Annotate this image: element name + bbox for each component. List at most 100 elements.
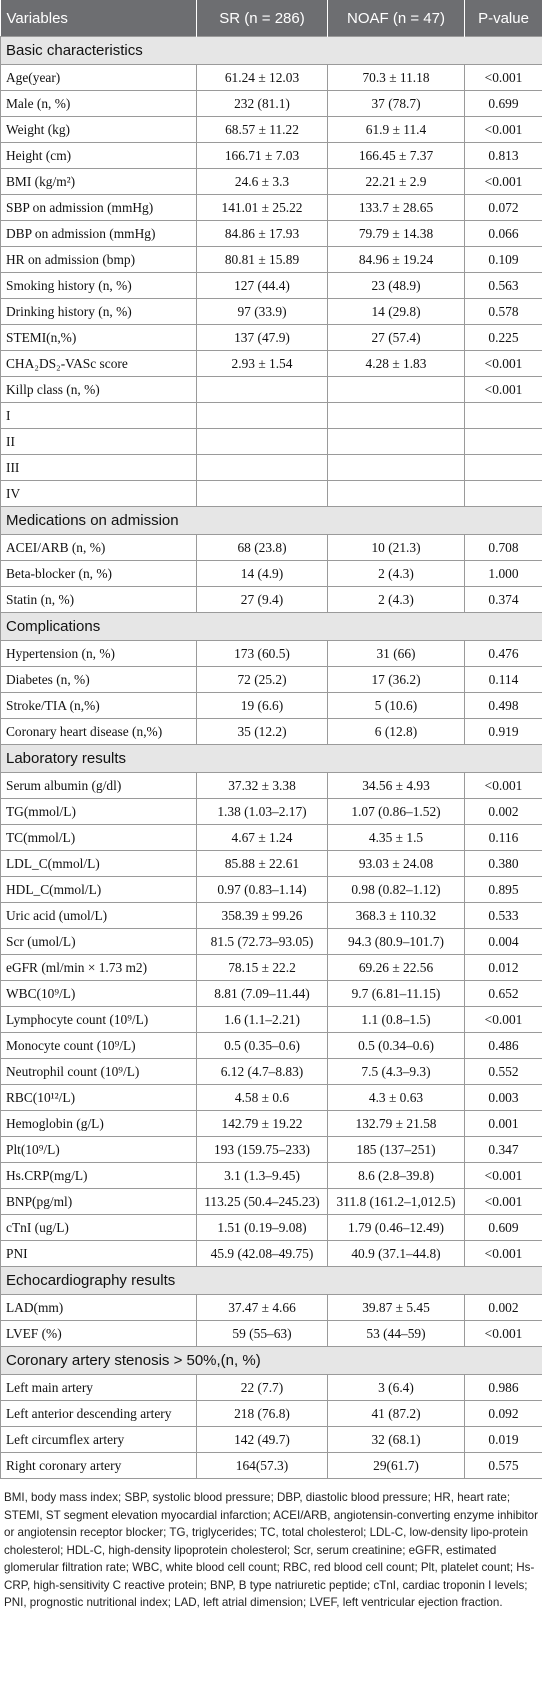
data-row: RBC(10¹²/L) 4.58 ± 0.6 4.3 ± 0.63 0.003 — [0, 1084, 542, 1111]
data-row: Beta-blocker (n, %) 14 (4.9) 2 (4.3) 1.000 — [0, 560, 542, 587]
cell: 78.15 ± 22.2 — [196, 954, 328, 981]
row-label: III — [0, 454, 197, 481]
cell: 0.374 — [464, 586, 542, 613]
cell — [196, 428, 328, 455]
cell: <0.001 — [464, 350, 542, 377]
header-cell: NOAF (n = 47) — [327, 0, 465, 37]
data-row: CHA₂DS₂-VASc score 2.93 ± 1.54 4.28 ± 1.83… — [0, 350, 542, 377]
cell: 4.35 ± 1.5 — [327, 824, 465, 851]
cell: 93.03 ± 24.08 — [327, 850, 465, 877]
cell: 173 (60.5) — [196, 640, 328, 667]
cell: 185 (137–251) — [327, 1136, 465, 1163]
cell — [196, 376, 328, 403]
cell: 22 (7.7) — [196, 1374, 328, 1401]
data-row: Hs.CRP(mg/L) 3.1 (1.3–9.45) 8.6 (2.8–39.8)… — [0, 1162, 542, 1189]
cell: 35 (12.2) — [196, 718, 328, 745]
row-label: Statin (n, %) — [0, 586, 197, 613]
cell — [464, 428, 542, 455]
data-row: DBP on admission (mmHg) 84.86 ± 17.93 79.7… — [0, 220, 542, 247]
data-row: Scr (umol/L) 81.5 (72.73–93.05) 94.3 (80.9… — [0, 928, 542, 955]
data-row: Left circumflex artery 142 (49.7) 32 (68.1… — [0, 1426, 542, 1453]
data-row: IV — [0, 480, 542, 507]
cell — [327, 480, 465, 507]
data-row: SBP on admission (mmHg) 141.01 ± 25.22 133… — [0, 194, 542, 221]
cell: 358.39 ± 99.26 — [196, 902, 328, 929]
cell — [327, 402, 465, 429]
cell: 0.813 — [464, 142, 542, 169]
data-row: LDL_C(mmol/L) 85.88 ± 22.61 93.03 ± 24.08 0… — [0, 850, 542, 877]
cell: 368.3 ± 110.32 — [327, 902, 465, 929]
cell — [327, 454, 465, 481]
cell: 164(57.3) — [196, 1452, 328, 1479]
row-label: SBP on admission (mmHg) — [0, 194, 197, 221]
cell: 85.88 ± 22.61 — [196, 850, 328, 877]
row-label: Stroke/TIA (n,%) — [0, 692, 197, 719]
cell: 0.476 — [464, 640, 542, 667]
cell: 166.45 ± 7.37 — [327, 142, 465, 169]
row-label: Hemoglobin (g/L) — [0, 1110, 197, 1137]
data-table: Variables SR (n = 286) NOAF (n = 47) P-valu… — [0, 0, 542, 1479]
section-row: Medications on admission — [0, 506, 542, 535]
data-row: Left anterior descending artery 218 (76.8… — [0, 1400, 542, 1427]
row-label: Lymphocyte count (10⁹/L) — [0, 1006, 197, 1033]
cell: <0.001 — [464, 1162, 542, 1189]
section-title: Basic characteristics — [0, 36, 542, 65]
cell: 0.003 — [464, 1084, 542, 1111]
row-label: Scr (umol/L) — [0, 928, 197, 955]
cell: 34.56 ± 4.93 — [327, 772, 465, 799]
data-row: TG(mmol/L) 1.38 (1.03–2.17) 1.07 (0.86–1.5… — [0, 798, 542, 825]
data-row: Killp class (n, %) <0.001 — [0, 376, 542, 403]
cell: <0.001 — [464, 1006, 542, 1033]
data-row: LAD(mm) 37.47 ± 4.66 39.87 ± 5.45 0.002 — [0, 1294, 542, 1321]
cell: 61.9 ± 11.4 — [327, 116, 465, 143]
data-row: TC(mmol/L) 4.67 ± 1.24 4.35 ± 1.5 0.116 — [0, 824, 542, 851]
row-label: DBP on admission (mmHg) — [0, 220, 197, 247]
cell: <0.001 — [464, 64, 542, 91]
data-row: Uric acid (umol/L) 358.39 ± 99.26 368.3 ± … — [0, 902, 542, 929]
cell: 4.28 ± 1.83 — [327, 350, 465, 377]
data-row: Serum albumin (g/dl) 37.32 ± 3.38 34.56 ± … — [0, 772, 542, 799]
row-label: Diabetes (n, %) — [0, 666, 197, 693]
header-cell: P-value — [464, 0, 542, 37]
section-row: Echocardiography results — [0, 1266, 542, 1295]
cell: 5 (10.6) — [327, 692, 465, 719]
row-label: PNI — [0, 1240, 197, 1267]
cell: 0.225 — [464, 324, 542, 351]
footnote: BMI, body mass index; SBP, systolic bloo… — [4, 1491, 538, 1609]
section-row: Basic characteristics — [0, 36, 542, 65]
section-row: Coronary artery stenosis > 50%,(n, %) — [0, 1346, 542, 1375]
data-row: Coronary heart disease (n,%) 35 (12.2) 6 (… — [0, 718, 542, 745]
section-title: Echocardiography results — [0, 1266, 542, 1295]
cell: 142 (49.7) — [196, 1426, 328, 1453]
cell: 0.652 — [464, 980, 542, 1007]
document: Variables SR (n = 286) NOAF (n = 47) P-valu… — [0, 0, 542, 1609]
row-label: eGFR (ml/min × 1.73 m2) — [0, 954, 197, 981]
cell: 6.12 (4.7–8.83) — [196, 1058, 328, 1085]
cell: 7.5 (4.3–9.3) — [327, 1058, 465, 1085]
cell: 311.8 (161.2–1,012.5) — [327, 1188, 465, 1215]
section-title: Complications — [0, 612, 542, 641]
cell: 27 (9.4) — [196, 586, 328, 613]
row-label: Left main artery — [0, 1374, 197, 1401]
cell: <0.001 — [464, 1240, 542, 1267]
cell: 0.563 — [464, 272, 542, 299]
cell: 137 (47.9) — [196, 324, 328, 351]
cell: 4.3 ± 0.63 — [327, 1084, 465, 1111]
row-label: Left anterior descending artery — [0, 1400, 197, 1427]
row-label: WBC(10⁹/L) — [0, 980, 197, 1007]
cell: 127 (44.4) — [196, 272, 328, 299]
row-label: LVEF (%) — [0, 1320, 197, 1347]
cell: 0.092 — [464, 1400, 542, 1427]
data-row: Smoking history (n, %) 127 (44.4) 23 (48.9… — [0, 272, 542, 299]
cell: 0.5 (0.35–0.6) — [196, 1032, 328, 1059]
cell: 4.58 ± 0.6 — [196, 1084, 328, 1111]
data-row: ACEI/ARB (n, %) 68 (23.8) 10 (21.3) 0.708 — [0, 534, 542, 561]
cell: 61.24 ± 12.03 — [196, 64, 328, 91]
data-row: Right coronary artery 164(57.3) 29(61.7) 0.… — [0, 1452, 542, 1479]
cell: 2 (4.3) — [327, 586, 465, 613]
cell: 166.71 ± 7.03 — [196, 142, 328, 169]
data-row: LVEF (%) 59 (55–63) 53 (44–59) <0.001 — [0, 1320, 542, 1347]
cell: 41 (87.2) — [327, 1400, 465, 1427]
row-label: BMI (kg/m²) — [0, 168, 197, 195]
cell — [327, 428, 465, 455]
